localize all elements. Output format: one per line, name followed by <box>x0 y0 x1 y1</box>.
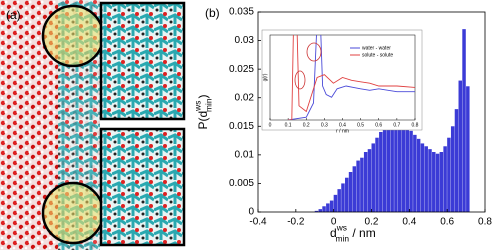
bar <box>371 143 375 212</box>
bar <box>318 209 323 212</box>
y-tick-label: 0.035 <box>229 7 254 18</box>
panel-a-image <box>0 0 186 250</box>
inset-chart: 0 0.1 0.2 0.3 0.4 0.5 0.6 0.7 0.8 r / nm g(r) water… <box>261 29 423 134</box>
bar <box>432 152 436 212</box>
panel-label: (a) <box>6 8 21 22</box>
y-tick-label: 0.01 <box>235 149 255 160</box>
x-axis-label-subscript: min <box>336 234 350 244</box>
y-axis-label: P(dwsmin) <box>193 94 214 129</box>
y-axis-label-part: P(d <box>196 111 210 130</box>
bar <box>394 120 398 212</box>
bar <box>367 149 372 212</box>
y-tick-label: 0.025 <box>229 64 254 75</box>
bar <box>360 157 364 212</box>
bar <box>382 129 387 212</box>
bar <box>462 29 466 213</box>
bar <box>413 134 417 212</box>
bar <box>424 146 428 212</box>
bar <box>416 138 421 212</box>
bar <box>341 183 345 212</box>
bar <box>379 132 383 212</box>
bar <box>420 143 425 212</box>
y-axis-label-superscript: ws <box>193 101 203 112</box>
x-axis-label-superscript: ws <box>336 223 347 233</box>
annotation-circle <box>294 70 306 90</box>
x-tick-label: 0.3 <box>321 122 328 128</box>
bar <box>428 149 432 212</box>
x-tick-label: 0.7 <box>393 122 400 128</box>
bar <box>390 123 394 212</box>
x-axis-label: dws min / nm <box>330 223 376 244</box>
x-tick-label: 0.2 <box>365 217 379 228</box>
histogram: 0 0.005 0.01 0.015 0.02 0.025 0.03 0.035 -0.4 -0.… <box>193 7 493 244</box>
bar <box>435 153 440 212</box>
x-tick-label: 0.6 <box>440 217 454 228</box>
bar <box>352 166 357 212</box>
x-tick-label: 0.6 <box>375 122 382 128</box>
bar <box>439 152 444 212</box>
bar <box>386 126 391 212</box>
x-tick-label: -0.4 <box>249 217 267 228</box>
x-tick-label: 0.5 <box>357 122 364 128</box>
y-tick-label: 0.005 <box>229 178 254 189</box>
bar <box>447 137 451 212</box>
bar <box>326 203 330 212</box>
legend-label: solute - solute <box>362 52 393 58</box>
x-axis-label-part: / nm <box>349 226 376 240</box>
bar <box>443 146 447 212</box>
y-tick-label: 0.02 <box>235 92 255 103</box>
bar <box>345 177 349 212</box>
x-tick-label: 0 <box>331 217 337 228</box>
y-tick-label: 0 <box>248 207 254 218</box>
legend-label: water - water <box>362 45 391 51</box>
x-tick-label: 0.8 <box>412 122 419 128</box>
bar <box>409 130 413 212</box>
bar <box>356 160 360 212</box>
bar <box>329 200 334 212</box>
panel-label: (b) <box>205 6 220 20</box>
y-axis-label-subscript: min <box>204 98 214 112</box>
bar <box>363 152 368 212</box>
bar <box>466 86 470 212</box>
bar <box>401 123 406 212</box>
bar <box>405 127 410 212</box>
bar <box>333 194 338 212</box>
y-axis-label: g(r) <box>262 73 268 81</box>
inset-lines <box>288 35 415 120</box>
annotation-circle <box>306 42 322 62</box>
x-axis-label: r / nm <box>336 128 349 134</box>
line <box>288 35 415 120</box>
x-tick-label: 0 <box>269 122 272 128</box>
bar <box>454 109 459 212</box>
x-tick-label: -0.2 <box>287 217 305 228</box>
y-tick-label: 0.03 <box>235 35 255 46</box>
bar <box>375 137 379 212</box>
x-tick-label: 0.2 <box>303 122 310 128</box>
bar <box>337 189 341 212</box>
x-axis-label-part: d <box>330 226 337 240</box>
x-tick-label: 0.1 <box>285 122 292 128</box>
x-tick-label: 0.4 <box>402 217 416 228</box>
y-tick-label: 0.015 <box>229 121 254 132</box>
bar <box>314 210 319 212</box>
bar <box>458 80 462 212</box>
y-axis-label-part: ) <box>196 94 210 98</box>
x-tick-label: 0.8 <box>478 217 492 228</box>
x-tick-label: 0.4 <box>339 122 346 128</box>
bar <box>322 206 326 212</box>
line <box>288 35 415 120</box>
bar <box>397 121 402 212</box>
bar <box>348 172 353 212</box>
bar <box>450 126 455 212</box>
